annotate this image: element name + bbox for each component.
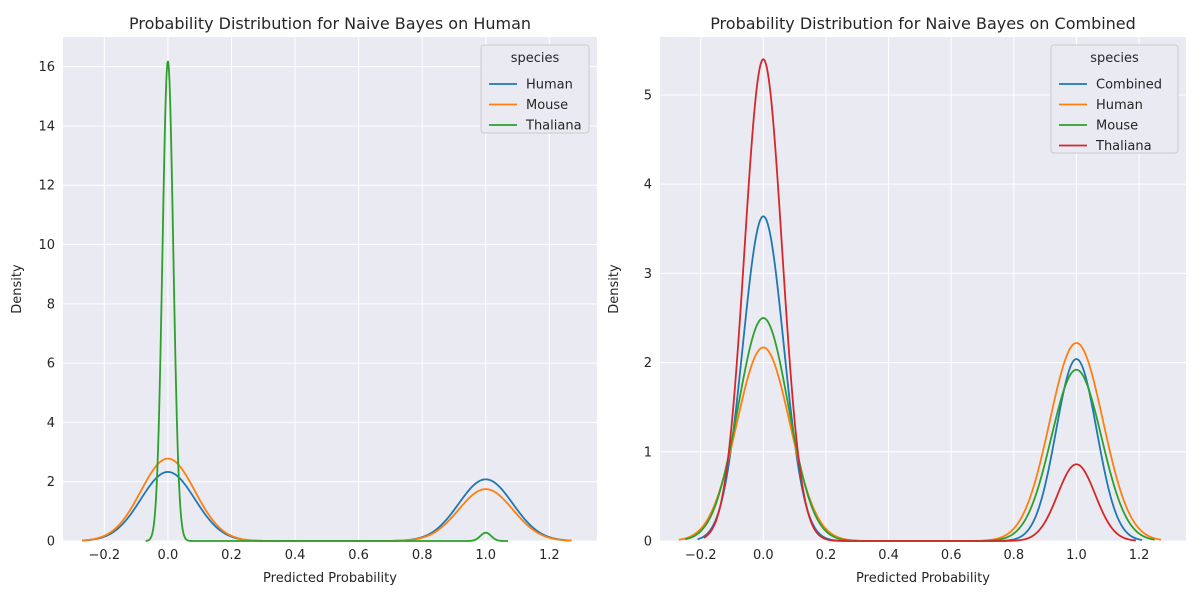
legend-label: Thaliana <box>1095 139 1152 154</box>
y-tick-label: 1 <box>644 445 652 460</box>
x-tick-label: 0.4 <box>285 548 306 563</box>
x-axis-label: Predicted Probability <box>856 571 990 586</box>
chart-title: Probability Distribution for Naive Bayes… <box>710 14 1136 33</box>
y-tick-label: 0 <box>644 535 652 550</box>
density-curve-thaliana <box>145 60 508 542</box>
x-tick-label: 0.2 <box>816 548 837 563</box>
x-tick-label: 1.0 <box>475 548 496 563</box>
legend-title: species <box>511 51 560 66</box>
y-tick-label: 3 <box>644 267 652 282</box>
legend-title: species <box>1090 51 1139 66</box>
x-tick-label: 1.2 <box>1129 548 1150 563</box>
x-tick-label: 0.0 <box>753 548 774 563</box>
y-tick-label: 12 <box>38 179 55 194</box>
density-curve-thaliana <box>703 58 1136 542</box>
left-chart-panel: −0.2 0.0 0.2 0.4 0.6 0.8 1.0 1.2 0 2 4 6 8 10 12 14 16 Pr… <box>10 14 597 586</box>
y-tick-label: 10 <box>38 238 55 253</box>
x-tick-label: 0.8 <box>1003 548 1024 563</box>
legend: species Human Mouse Thaliana <box>480 44 590 134</box>
legend-box <box>1050 44 1179 154</box>
x-tick-label: 1.2 <box>539 548 560 563</box>
y-axis-label: Density <box>10 264 25 314</box>
legend-label: Mouse <box>526 98 568 113</box>
legend-label: Thaliana <box>525 119 582 134</box>
x-tick-label: 0.4 <box>878 548 899 563</box>
legend-label: Human <box>526 78 573 93</box>
x-tick-label: 0.0 <box>158 548 179 563</box>
y-tick-label: 4 <box>644 178 652 193</box>
right-chart-panel: −0.2 0.0 0.2 0.4 0.6 0.8 1.0 1.2 0 1 2 3 4 5 Probabili… <box>607 14 1186 586</box>
legend: species Combined Human Mouse Thaliana <box>1050 44 1179 154</box>
x-tick-label: 0.6 <box>348 548 369 563</box>
y-tick-label: 4 <box>47 416 55 431</box>
y-tick-label: 2 <box>644 356 652 371</box>
x-tick-label: −0.2 <box>685 548 717 563</box>
y-tick-label: 14 <box>38 119 55 134</box>
y-tick-label: 0 <box>47 535 55 550</box>
x-tick-label: 0.6 <box>941 548 962 563</box>
y-axis-label: Density <box>607 264 622 314</box>
y-tick-label: 6 <box>47 357 55 372</box>
x-tick-label: 0.8 <box>412 548 433 563</box>
chart-title: Probability Distribution for Naive Bayes… <box>129 14 531 33</box>
y-tick-label: 5 <box>644 88 652 103</box>
y-tick-label: 8 <box>47 297 55 312</box>
x-tick-label: 0.2 <box>221 548 242 563</box>
y-tick-label: 2 <box>47 475 55 490</box>
x-tick-label: 1.0 <box>1066 548 1087 563</box>
legend-label: Combined <box>1096 78 1162 93</box>
x-axis-label: Predicted Probability <box>263 571 397 586</box>
legend-label: Human <box>1096 98 1143 113</box>
x-tick-label: −0.2 <box>89 548 121 563</box>
legend-label: Mouse <box>1096 119 1138 134</box>
legend-box <box>480 44 590 134</box>
y-tick-label: 16 <box>38 60 55 75</box>
